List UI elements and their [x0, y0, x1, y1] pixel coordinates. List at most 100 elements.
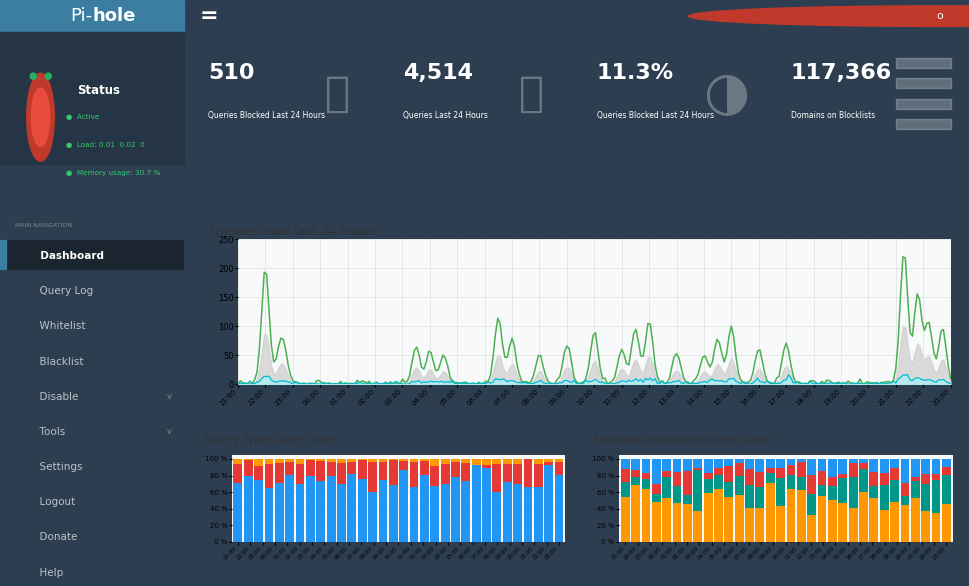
Bar	[817, 496, 826, 542]
Bar	[930, 459, 940, 474]
Bar	[430, 459, 439, 466]
Bar	[451, 478, 459, 542]
Bar	[724, 497, 733, 542]
Bar	[274, 483, 284, 542]
Bar	[899, 505, 909, 542]
Bar	[409, 459, 418, 462]
Bar	[502, 464, 512, 482]
Bar	[440, 484, 449, 542]
Bar	[703, 479, 712, 493]
Bar	[440, 459, 449, 464]
Bar	[734, 476, 743, 495]
Text: 510: 510	[208, 63, 255, 83]
FancyBboxPatch shape	[0, 240, 184, 269]
Bar	[620, 469, 629, 482]
FancyBboxPatch shape	[0, 32, 184, 164]
Bar	[358, 460, 366, 479]
Bar	[502, 459, 512, 464]
Bar	[420, 475, 428, 542]
Bar	[265, 464, 273, 488]
Text: Forward Destinations over Time: Forward Destinations over Time	[592, 435, 769, 445]
Bar	[533, 459, 543, 464]
Bar	[879, 473, 888, 485]
Bar	[910, 459, 919, 476]
Text: ●: ●	[29, 71, 38, 81]
Bar	[744, 459, 753, 469]
Bar	[482, 459, 490, 465]
Bar	[734, 495, 743, 542]
Text: Settings: Settings	[33, 462, 82, 472]
Text: Whitelist: Whitelist	[33, 321, 85, 332]
Bar	[941, 466, 950, 475]
Bar	[327, 459, 335, 462]
Bar	[378, 459, 387, 462]
Bar	[358, 459, 366, 460]
Bar	[859, 464, 867, 469]
Text: Pi-: Pi-	[70, 7, 92, 25]
Bar	[930, 474, 940, 479]
Bar	[274, 463, 284, 483]
Bar	[254, 480, 263, 542]
Bar	[368, 462, 377, 492]
Bar	[868, 472, 877, 486]
Bar	[848, 459, 857, 463]
Bar	[672, 503, 681, 542]
Bar	[234, 464, 242, 483]
Bar	[682, 505, 691, 542]
Bar	[910, 476, 919, 481]
Bar	[327, 476, 335, 542]
Bar	[254, 459, 263, 466]
Bar	[744, 469, 753, 485]
Text: Logout: Logout	[33, 497, 76, 507]
Text: Query Types over Time: Query Types over Time	[205, 435, 333, 445]
Bar	[296, 464, 304, 484]
Text: Queries Blocked Last 24 Hours: Queries Blocked Last 24 Hours	[596, 111, 713, 121]
Bar	[806, 475, 815, 493]
Bar	[523, 459, 532, 488]
Bar	[693, 471, 702, 512]
Bar	[775, 478, 784, 506]
Text: ●  Active: ● Active	[66, 114, 100, 120]
Bar	[471, 465, 480, 542]
Bar	[265, 488, 273, 542]
Bar	[336, 463, 346, 483]
Bar	[713, 489, 722, 542]
Bar	[234, 459, 242, 464]
Bar	[755, 509, 764, 542]
Bar	[724, 466, 733, 482]
Bar	[554, 462, 563, 475]
FancyBboxPatch shape	[0, 0, 184, 32]
Bar	[662, 459, 671, 471]
Bar	[399, 459, 408, 461]
Bar	[347, 475, 356, 542]
Bar	[766, 473, 774, 483]
Bar	[631, 485, 640, 542]
Bar	[724, 482, 733, 497]
Bar	[817, 485, 826, 496]
Text: Status: Status	[78, 84, 120, 97]
Bar	[378, 479, 387, 542]
Bar	[786, 489, 795, 542]
Bar	[890, 459, 898, 468]
Bar	[797, 462, 805, 476]
Bar	[265, 459, 273, 464]
Bar	[430, 466, 439, 486]
Bar	[806, 459, 815, 475]
Bar	[879, 510, 888, 542]
Bar	[305, 459, 315, 460]
Bar	[513, 464, 521, 485]
Text: ●  Load: 0.01  0.02  0: ● Load: 0.01 0.02 0	[66, 142, 145, 148]
Bar	[775, 459, 784, 468]
Bar	[358, 479, 366, 542]
Bar	[766, 468, 774, 473]
Bar	[461, 462, 470, 481]
Bar	[837, 474, 846, 478]
Text: ●  Memory usage: 30.7 %: ● Memory usage: 30.7 %	[66, 171, 161, 176]
Bar	[243, 459, 252, 461]
Bar	[703, 493, 712, 542]
Bar	[544, 465, 552, 542]
Bar	[389, 459, 397, 461]
Bar	[243, 476, 252, 542]
Bar	[921, 459, 929, 473]
Bar	[797, 459, 805, 462]
